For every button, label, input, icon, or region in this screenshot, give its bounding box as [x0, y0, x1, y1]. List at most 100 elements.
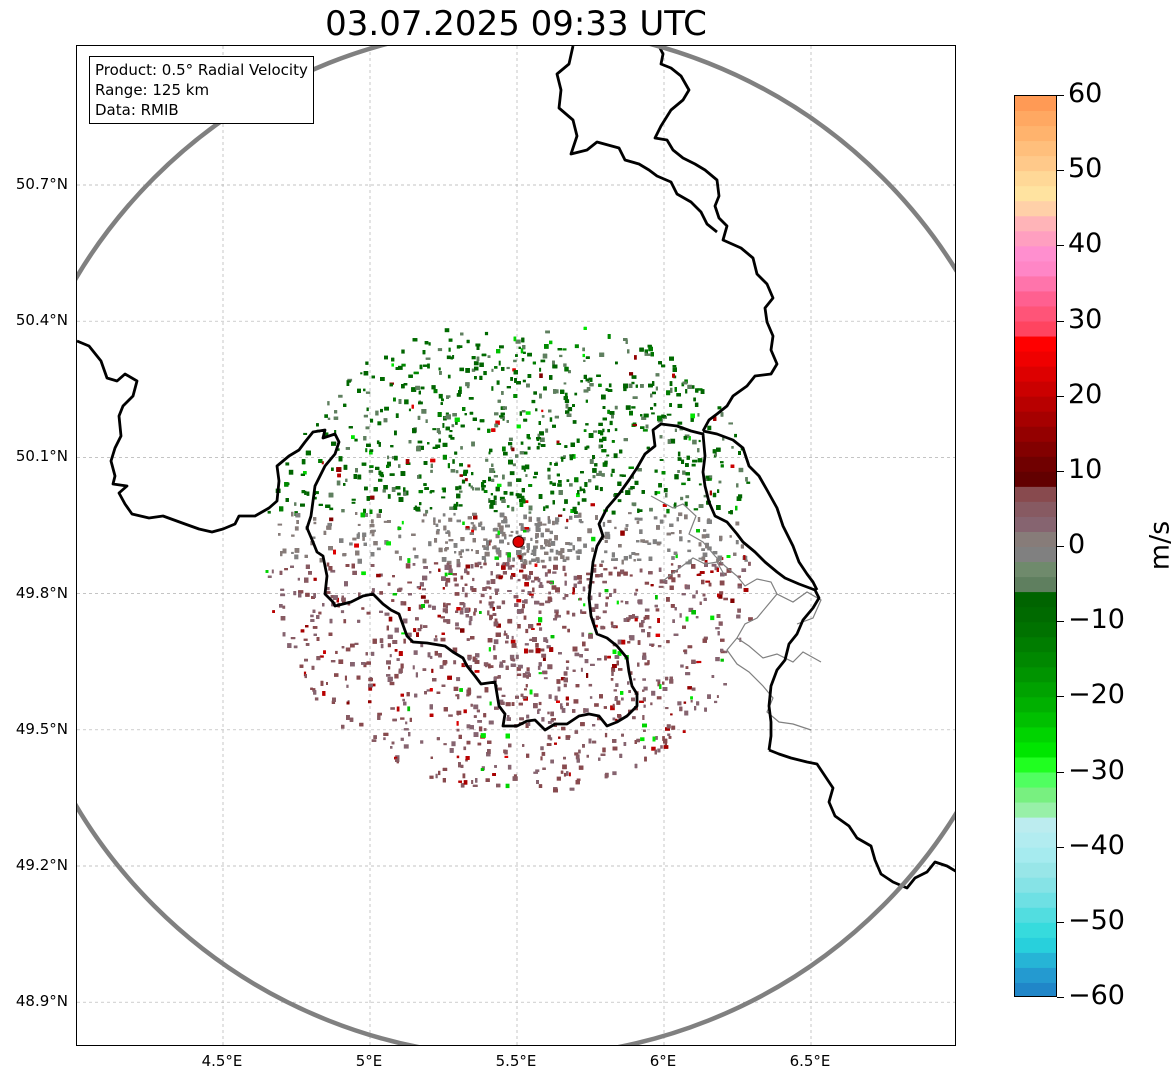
velocity-echo-pixel — [688, 559, 692, 565]
velocity-echo-pixel — [536, 780, 539, 784]
velocity-echo-pixel — [563, 772, 567, 777]
velocity-echo-pixel — [628, 512, 632, 515]
velocity-echo-pixel — [361, 462, 367, 466]
velocity-echo-pixel — [677, 421, 683, 425]
velocity-echo-pixel — [333, 595, 338, 600]
velocity-echo-pixel — [641, 490, 645, 494]
velocity-echo-pixel — [448, 531, 451, 537]
velocity-echo-pixel — [614, 526, 617, 530]
velocity-echo-pixel — [659, 684, 662, 689]
velocity-echo-pixel — [328, 632, 333, 636]
velocity-echo-pixel — [295, 513, 301, 518]
velocity-echo-pixel — [657, 415, 662, 421]
velocity-echo-pixel — [535, 527, 541, 532]
velocity-echo-pixel — [519, 499, 522, 503]
velocity-echo-pixel — [398, 651, 403, 656]
velocity-echo-pixel — [591, 536, 596, 542]
velocity-echo-pixel — [704, 562, 708, 567]
velocity-echo-pixel — [461, 479, 466, 484]
velocity-echo-pixel — [536, 446, 540, 450]
velocity-echo-pixel — [529, 593, 534, 596]
velocity-echo-pixel — [616, 600, 619, 605]
velocity-echo-pixel — [600, 431, 604, 436]
velocity-echo-pixel — [291, 534, 295, 537]
velocity-echo-pixel — [639, 529, 643, 534]
velocity-echo-pixel — [584, 482, 588, 487]
velocity-echo-pixel — [520, 546, 525, 550]
velocity-echo-pixel — [352, 537, 357, 541]
velocity-echo-pixel — [429, 491, 432, 494]
velocity-echo-pixel — [459, 386, 462, 392]
velocity-echo-pixel — [420, 624, 423, 629]
velocity-echo-pixel — [456, 493, 461, 499]
velocity-echo-pixel — [627, 349, 630, 354]
velocity-echo-pixel — [389, 654, 392, 658]
velocity-echo-pixel — [684, 514, 688, 520]
velocity-echo-pixel — [722, 436, 725, 441]
velocity-echo-pixel — [651, 412, 655, 415]
velocity-echo-pixel — [734, 433, 737, 438]
velocity-echo-pixel — [640, 414, 643, 417]
velocity-echo-pixel — [299, 664, 304, 668]
velocity-echo-pixel — [480, 593, 485, 598]
velocity-echo-pixel — [665, 676, 669, 681]
velocity-echo-pixel — [482, 480, 487, 483]
velocity-echo-pixel — [384, 612, 390, 616]
velocity-echo-pixel — [639, 568, 643, 573]
velocity-echo-pixel — [586, 578, 592, 581]
velocity-echo-pixel — [545, 428, 549, 433]
velocity-echo-pixel — [525, 723, 529, 728]
velocity-echo-pixel — [489, 603, 494, 609]
velocity-echo-pixel — [394, 627, 399, 633]
velocity-echo-pixel — [460, 332, 464, 336]
velocity-echo-pixel — [541, 717, 545, 722]
velocity-echo-pixel — [418, 490, 423, 494]
velocity-echo-pixel — [566, 413, 572, 417]
velocity-echo-pixel — [650, 393, 653, 398]
velocity-echo-pixel — [655, 373, 660, 377]
radar-map[interactable] — [76, 45, 956, 1046]
velocity-echo-pixel — [719, 591, 724, 595]
velocity-echo-pixel — [671, 532, 675, 535]
velocity-echo-pixel — [549, 647, 554, 652]
velocity-echo-pixel — [619, 449, 623, 454]
velocity-echo-pixel — [657, 681, 661, 687]
velocity-echo-pixel — [538, 584, 544, 588]
velocity-echo-pixel — [569, 787, 575, 791]
velocity-echo-pixel — [685, 463, 689, 467]
velocity-echo-pixel — [586, 754, 589, 758]
velocity-echo-pixel — [715, 627, 720, 630]
velocity-echo-pixel — [746, 481, 751, 484]
velocity-echo-pixel — [648, 346, 653, 352]
velocity-echo-pixel — [586, 445, 590, 449]
velocity-echo-pixel — [492, 546, 497, 550]
velocity-echoes — [265, 326, 753, 793]
velocity-echo-pixel — [453, 503, 458, 506]
velocity-echo-pixel — [562, 565, 566, 571]
velocity-echo-pixel — [485, 665, 488, 668]
velocity-echo-pixel — [491, 368, 494, 372]
velocity-echo-pixel — [628, 554, 632, 559]
velocity-echo-pixel — [485, 458, 489, 462]
velocity-echo-pixel — [442, 767, 448, 771]
velocity-echo-pixel — [602, 436, 607, 441]
velocity-echo-pixel — [589, 383, 594, 387]
velocity-echo-pixel — [671, 556, 675, 560]
velocity-echo-pixel — [638, 599, 643, 605]
velocity-echo-pixel — [452, 355, 455, 359]
velocity-echo-pixel — [465, 526, 470, 529]
velocity-echo-pixel — [285, 498, 289, 502]
velocity-echo-pixel — [620, 691, 624, 695]
velocity-echo-pixel — [665, 707, 669, 710]
velocity-echo-pixel — [540, 532, 544, 538]
velocity-echo-pixel — [715, 657, 720, 662]
velocity-echo-pixel — [696, 660, 702, 664]
velocity-echo-pixel — [478, 522, 482, 527]
velocity-echo-pixel — [508, 459, 513, 465]
velocity-echo-pixel — [448, 564, 452, 569]
velocity-echo-pixel — [403, 618, 408, 624]
velocity-echo-pixel — [507, 481, 512, 487]
velocity-echo-pixel — [471, 527, 476, 530]
map-title: 03.07.2025 09:33 UTC — [325, 4, 707, 44]
velocity-echo-pixel — [538, 610, 542, 614]
